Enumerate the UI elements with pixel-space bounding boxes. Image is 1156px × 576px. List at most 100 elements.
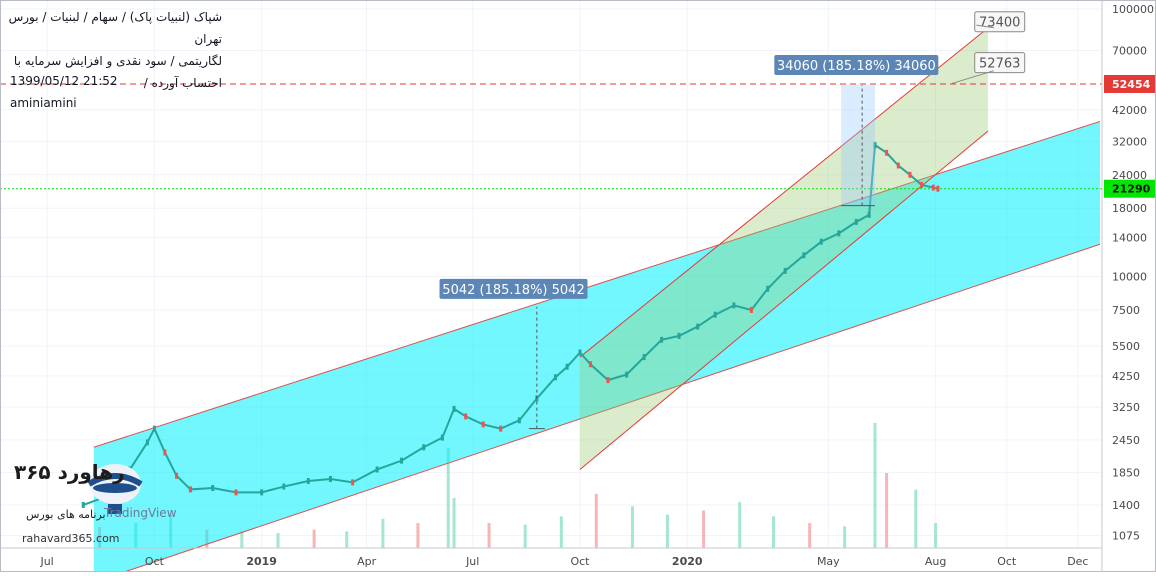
volume-bar <box>772 516 776 548</box>
candle <box>145 439 149 446</box>
channel-lower-line <box>110 243 1101 576</box>
candle <box>81 501 85 508</box>
candle <box>642 354 646 361</box>
candle <box>260 489 264 496</box>
candle <box>873 142 877 149</box>
volume-bar <box>738 502 742 548</box>
volume-bar <box>808 523 812 548</box>
candle <box>578 349 582 356</box>
volume-bar <box>702 510 706 548</box>
volume-bar <box>523 524 527 548</box>
x-tick-label: Oct <box>997 555 1017 568</box>
measure-label-2-box <box>774 54 939 75</box>
watermark-subtitle: برنامه های بورس <box>26 508 106 521</box>
measure-label-2-text: 34060 (185.18%) 34060 <box>777 59 936 74</box>
price-tag-box <box>1104 179 1156 198</box>
price-line-series <box>82 143 939 506</box>
symbol-title: شپاک (لنبیات پاک) / سهام / لبنیات / بورس… <box>8 10 222 46</box>
volume-bar <box>345 531 349 548</box>
candle <box>588 361 592 368</box>
channel-upper-line <box>93 120 1101 448</box>
candle <box>783 267 787 274</box>
green-channel-lower <box>579 130 989 470</box>
y-tick-label: 100000 <box>1112 3 1154 16</box>
balloon-logo-icon <box>87 464 143 514</box>
y-tick-label: 1850 <box>1112 467 1140 480</box>
candle <box>163 449 167 456</box>
candle <box>481 421 485 428</box>
candle <box>499 425 503 432</box>
candle <box>152 425 156 432</box>
candle <box>464 413 468 420</box>
candle <box>837 230 841 237</box>
candle <box>908 171 912 178</box>
candle <box>175 472 179 479</box>
volume-bar <box>630 506 634 548</box>
volume-bar <box>885 473 889 548</box>
candle <box>328 476 332 483</box>
candle <box>819 238 823 245</box>
y-tick-label: 1400 <box>1112 499 1140 512</box>
watermark: ۳۶۵ رهاورد برنامه های بورس TradingView r… <box>8 458 198 550</box>
callout-52763-box <box>974 52 1026 74</box>
candle <box>400 457 404 464</box>
x-tick-label: Oct <box>145 555 165 568</box>
candle <box>282 483 286 490</box>
candle <box>936 185 940 192</box>
y-tick-label: 5500 <box>1112 340 1140 353</box>
candle <box>625 371 629 378</box>
candle <box>234 489 238 496</box>
measure-label-1-text: 5042 (185.18%) 5042 <box>442 283 584 298</box>
y-tick-label: 14000 <box>1112 231 1147 244</box>
y-tick-label: 4250 <box>1112 370 1140 383</box>
volume-bar <box>487 523 491 548</box>
price-tag-text: 52454 <box>1112 78 1151 91</box>
volume-bar <box>452 498 456 548</box>
price-tag-text: 21290 <box>1112 183 1151 196</box>
candle <box>306 478 310 485</box>
candle <box>422 444 426 451</box>
watermark-url: rahavard365.com <box>22 532 120 545</box>
x-tick-label: Jul <box>465 555 479 568</box>
y-tick-label: 10000 <box>1112 271 1147 284</box>
author-name: aminiamini <box>10 96 77 110</box>
candle <box>802 252 806 259</box>
volume-bar <box>446 448 450 548</box>
volume-bar <box>559 516 563 548</box>
candle <box>920 181 924 188</box>
candle <box>696 323 700 330</box>
volume-bar <box>312 529 316 548</box>
candle <box>375 466 379 473</box>
callout-73400-text: 73400 <box>979 16 1020 31</box>
candle <box>452 405 456 412</box>
candle <box>854 218 858 225</box>
candle <box>885 149 889 156</box>
chart-header: شپاک (لنبیات پاک) / سهام / لبنیات / بورس… <box>0 6 222 94</box>
volume-bar <box>416 523 420 548</box>
volume-bar <box>914 489 918 548</box>
measure-label-1-box <box>439 278 588 299</box>
candle <box>896 162 900 169</box>
publish-datetime: 1399/05/12 21:52 <box>10 74 118 88</box>
price-tag-box <box>1104 74 1156 93</box>
y-tick-label: 3250 <box>1112 401 1140 414</box>
y-tick-label: 2450 <box>1112 434 1140 447</box>
x-tick-label: 2020 <box>672 555 703 568</box>
y-tick-label: 18000 <box>1112 202 1147 215</box>
cyan-channel <box>93 121 1100 576</box>
volume-bar <box>594 493 598 548</box>
candle <box>440 434 444 441</box>
y-tick-label: 70000 <box>1112 44 1147 57</box>
tradingview-label: TradingView <box>104 506 177 520</box>
x-tick-label: 2019 <box>246 555 277 568</box>
candle <box>713 311 717 318</box>
candle <box>211 484 215 491</box>
candle <box>749 306 753 313</box>
watermark-brand: ۳۶۵ رهاورد <box>14 460 125 484</box>
volume-bar <box>934 523 938 548</box>
candle <box>553 374 557 381</box>
callout-pointer-2 <box>951 70 995 84</box>
green-channel-upper <box>579 27 989 358</box>
